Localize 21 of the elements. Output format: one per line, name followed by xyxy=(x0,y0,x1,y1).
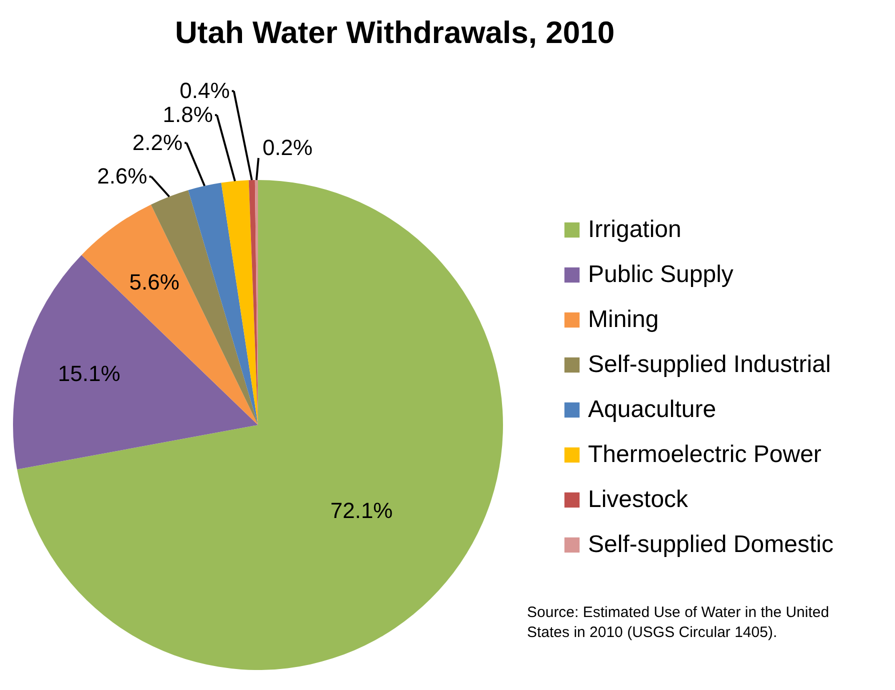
data-label: 2.2% xyxy=(132,130,183,155)
pie-slice xyxy=(221,180,258,425)
legend-label: Irrigation xyxy=(588,216,682,243)
pie-slice xyxy=(13,255,258,470)
pie-slice xyxy=(188,182,258,425)
data-label: 2.6% xyxy=(97,164,148,189)
data-label: 1.8% xyxy=(162,102,213,128)
legend-label: Aquaculture xyxy=(588,396,716,423)
legend-label: Livestock xyxy=(588,486,690,513)
data-label: 0.2% xyxy=(262,135,313,160)
data-label: 0.4% xyxy=(180,78,230,104)
legend-label: Mining xyxy=(588,306,659,333)
data-label: 72.1% xyxy=(330,498,393,524)
chart-title: Utah Water Withdrawals, 2010 xyxy=(175,15,615,50)
data-label: 15.1% xyxy=(58,361,120,386)
legend-label: Thermoelectric Power xyxy=(588,441,822,468)
legend-label: Public Supply xyxy=(588,261,734,288)
legend-label: Self-supplied Industrial xyxy=(588,351,831,378)
source-note: Source: Estimated Use of Water in the United States in 2010 (USGS Circular 1405). xyxy=(527,604,830,641)
legend-label: Self-supplied Domestic xyxy=(588,531,834,558)
data-label: 5.6% xyxy=(129,269,180,294)
